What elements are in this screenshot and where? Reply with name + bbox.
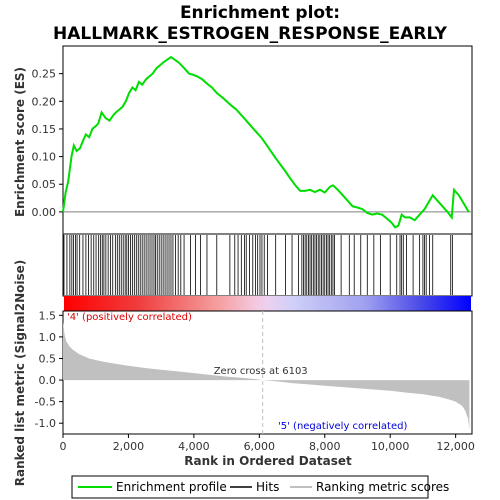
ranking-x-tick-label: 12,000 — [436, 440, 475, 453]
enrichment-y-tick-label: 0.05 — [32, 178, 57, 191]
legend: Enrichment profile Hits Ranking metric s… — [71, 475, 449, 499]
ranking-x-label: Rank in Ordered Dataset — [184, 454, 352, 468]
enrichment-panel: 0.00 0.05 0.10 0.15 0.20 0.25 Enrichment scor… — [13, 45, 473, 235]
ranking-metric-y-tick-label: 1.5 — [39, 309, 57, 322]
ranking-metric-y-ticks: -1.0 -0.5 0.0 0.5 1.0 1.5 — [35, 309, 63, 430]
enrichment-y-tick-label: 0.00 — [32, 206, 57, 219]
enrichment-y-label: Enrichment score (ES) — [13, 67, 27, 217]
ranking-x-tick-label: 2,000 — [113, 440, 145, 453]
ranking-metric-y-tick-label: 0.5 — [39, 352, 57, 365]
enrichment-y-tick-label: 0.10 — [32, 151, 57, 164]
ranking-metric-y-label: Ranked list metric (Signal2Noise) — [13, 260, 27, 487]
chart-subtitle: HALLMARK_ESTROGEN_RESPONSE_EARLY — [53, 24, 448, 44]
ranking-metric-y-tick-label: -1.0 — [35, 417, 56, 430]
positive-correlation-label: '4' (positively correlated) — [67, 312, 192, 323]
ranking-metric-y-tick-label: 0.0 — [39, 374, 57, 387]
zero-cross-label: Zero cross at 6103 — [214, 366, 308, 377]
ranking-metric-area — [63, 321, 470, 430]
ranking-metric-panel: Zero cross at 6103 '4' (positively corre… — [13, 260, 475, 487]
enrichment-y-ticks: 0.00 0.05 0.10 0.15 0.20 0.25 — [32, 68, 63, 219]
enrichment-y-tick-label: 0.15 — [32, 123, 57, 136]
enrichment-panel-frame — [62, 45, 473, 235]
ranking-x-tick-label: 0 — [60, 440, 67, 453]
ranking-metric-y-tick-label: -0.5 — [35, 396, 56, 409]
chart-title: Enrichment plot: — [180, 3, 340, 23]
ranking-metric-y-tick-label: 1.0 — [39, 331, 57, 344]
enrichment-profile-line — [62, 55, 470, 229]
hits-panel — [62, 233, 473, 311]
ranking-x-tick-label: 10,000 — [371, 440, 410, 453]
enrichment-y-tick-label: 0.20 — [32, 95, 57, 108]
legend-label-enrichment-profile: Enrichment profile — [116, 480, 227, 494]
ranking-color-bar — [64, 296, 471, 311]
negative-correlation-label: '5' (negatively correlated) — [278, 421, 407, 432]
hit-marks — [63, 235, 453, 295]
ranking-x-tick-label: 6,000 — [244, 440, 276, 453]
legend-label-ranking-metric: Ranking metric scores — [316, 480, 449, 494]
ranking-x-tick-label: 4,000 — [178, 440, 210, 453]
enrichment-y-tick-label: 0.25 — [32, 68, 57, 81]
legend-label-hits: Hits — [256, 480, 279, 494]
ranking-x-tick-label: 8,000 — [309, 440, 341, 453]
ranking-x-ticks: 0 2,000 4,000 6,000 8,000 10,000 12,000 — [60, 434, 475, 453]
